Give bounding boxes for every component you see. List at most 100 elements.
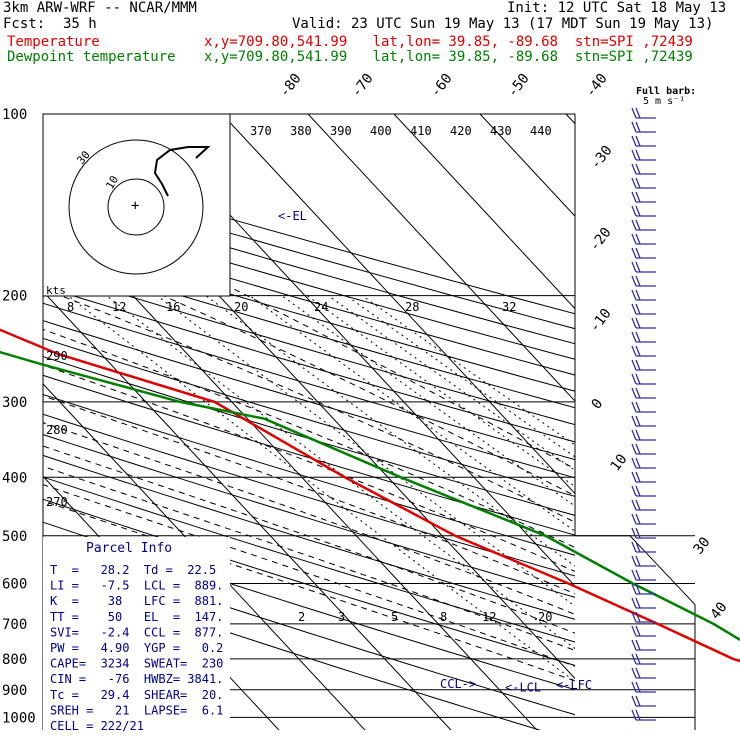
mixing-ratio-label: 16 xyxy=(166,300,180,314)
mixing-ratio-label: 3 xyxy=(338,610,345,624)
pressure-label: 800 xyxy=(2,652,27,668)
wind-barb xyxy=(631,331,656,343)
mixing-ratio-line xyxy=(346,295,575,458)
mixing-ratio-label: 12 xyxy=(482,610,496,624)
wind-barb xyxy=(631,625,656,637)
wind-barb xyxy=(631,317,656,329)
wind-barb xyxy=(631,261,656,273)
hodograph-kts-label: kts xyxy=(46,284,66,297)
wind-barb xyxy=(631,555,656,567)
parcel-info-row: K = 38 LFC = 881. xyxy=(50,594,223,608)
isotherm-label: 10 xyxy=(608,451,631,474)
isotherm-line xyxy=(221,114,575,495)
mixing-ratio-label: 20 xyxy=(234,300,248,314)
isotherm-label: -50 xyxy=(505,71,533,101)
wind-barb xyxy=(631,541,656,553)
pressure-label: 700 xyxy=(2,617,27,633)
hodograph-frame xyxy=(42,113,231,297)
isotherm-line xyxy=(393,114,575,310)
wind-barb xyxy=(631,191,656,203)
mixing-ratio-line xyxy=(205,295,575,567)
wind-barb xyxy=(631,247,656,259)
wind-barb xyxy=(631,121,656,133)
wind-barb xyxy=(631,387,656,399)
parcel-info-row: T = 28.2 Td = 22.5 xyxy=(50,563,216,577)
pressure-label: 300 xyxy=(2,395,27,411)
wind-barb xyxy=(631,681,656,693)
wind-barb xyxy=(631,583,656,595)
forecast-label: Fcst: xyxy=(3,16,46,32)
mixing-ratio-label: 8 xyxy=(440,610,447,624)
hodograph-ring-30 xyxy=(68,139,204,275)
dry-adiabat-line xyxy=(43,356,575,516)
dry-adiabat-line xyxy=(43,269,575,426)
pressure-label: 500 xyxy=(2,529,27,545)
parcel-info-row: SREH = 21 LAPSE= 6.1 xyxy=(50,703,223,717)
dry-adiabat-line xyxy=(43,476,575,643)
level-label-lcl: <-LCL xyxy=(505,681,541,695)
mixing-ratio-label: 28 xyxy=(405,300,419,314)
parcel-info-title: Parcel Info xyxy=(86,541,172,556)
wind-barb xyxy=(631,443,656,455)
level-label-ccl: CCL-> xyxy=(440,677,476,691)
isotherm-label: -80 xyxy=(277,71,305,101)
theta-label: 430 xyxy=(490,124,512,138)
hodograph-center-mark: + xyxy=(131,198,139,214)
pressure-label: 900 xyxy=(2,683,27,699)
dry-adiabat-line xyxy=(43,498,575,666)
wind-barb xyxy=(631,303,656,315)
mixing-ratio-label: 12 xyxy=(112,300,126,314)
mixing-ratio-line xyxy=(156,295,575,607)
theta-label: 410 xyxy=(410,124,432,138)
valid-time: Valid: 23 UTC Sun 19 May 13 (17 MDT Sun … xyxy=(292,16,714,32)
dry-adiabat-line xyxy=(43,302,575,461)
temperature-profile-line xyxy=(0,328,740,663)
isotherm-line xyxy=(479,114,575,217)
isotherm-label: -10 xyxy=(587,306,615,336)
pressure-label: 600 xyxy=(2,577,27,593)
mixing-ratio-label: 32 xyxy=(502,300,516,314)
dry-adiabat-line xyxy=(43,253,575,409)
forecast-hour: 35 h xyxy=(63,16,97,32)
pressure-label: 400 xyxy=(2,470,27,486)
theta-label: 270 xyxy=(46,495,68,509)
wind-barb xyxy=(631,513,656,525)
dry-adiabat-line xyxy=(43,237,575,392)
mixing-ratio-label: 2 xyxy=(298,610,305,624)
isotherm-line xyxy=(43,383,366,730)
wind-barb xyxy=(631,135,656,147)
theta-label: 290 xyxy=(46,349,68,363)
pressure-label: 1000 xyxy=(2,710,36,726)
hodograph-ring-10 xyxy=(107,178,165,236)
wind-barb xyxy=(631,569,656,581)
model-title: 3km ARW-WRF -- NCAR/MMM xyxy=(3,0,197,16)
parcel-info-row: TT = 50 EL = 147. xyxy=(50,610,223,624)
wind-barb xyxy=(631,345,656,357)
wind-barb xyxy=(631,149,656,161)
wind-barb xyxy=(631,639,656,651)
wind-barb xyxy=(631,485,656,497)
isotherm-label: 0 xyxy=(589,396,607,412)
wind-barb xyxy=(631,415,656,427)
barb-legend: Full barb: 5 m s⁻¹ xyxy=(636,86,696,107)
wind-barb xyxy=(631,653,656,665)
wind-barb xyxy=(631,233,656,245)
theta-label: 400 xyxy=(370,124,392,138)
mixing-ratio-line xyxy=(106,295,575,650)
barb-legend-value: 5 m s⁻¹ xyxy=(643,96,685,107)
wind-barb xyxy=(631,107,656,119)
dry-adiabat-line xyxy=(43,285,575,443)
dry-adiabat-line xyxy=(43,454,575,620)
wind-barb xyxy=(631,611,656,623)
dewpoint-legend-label: Dewpoint temperature xyxy=(7,49,176,65)
theta-label: 440 xyxy=(530,124,552,138)
init-time: Init: 12 UTC Sat 18 May 13 xyxy=(507,0,727,16)
temperature-location-info: x,y=709.80,541.99 lat,lon= 39.85, -89.68… xyxy=(204,34,693,50)
dewpoint-profile-line xyxy=(0,350,740,642)
theta-label: 390 xyxy=(330,124,352,138)
isotherm-line xyxy=(307,114,575,402)
wind-barb xyxy=(631,471,656,483)
wind-barb xyxy=(631,667,656,679)
isotherm-label: 40 xyxy=(708,599,731,622)
wind-barb xyxy=(631,709,656,721)
